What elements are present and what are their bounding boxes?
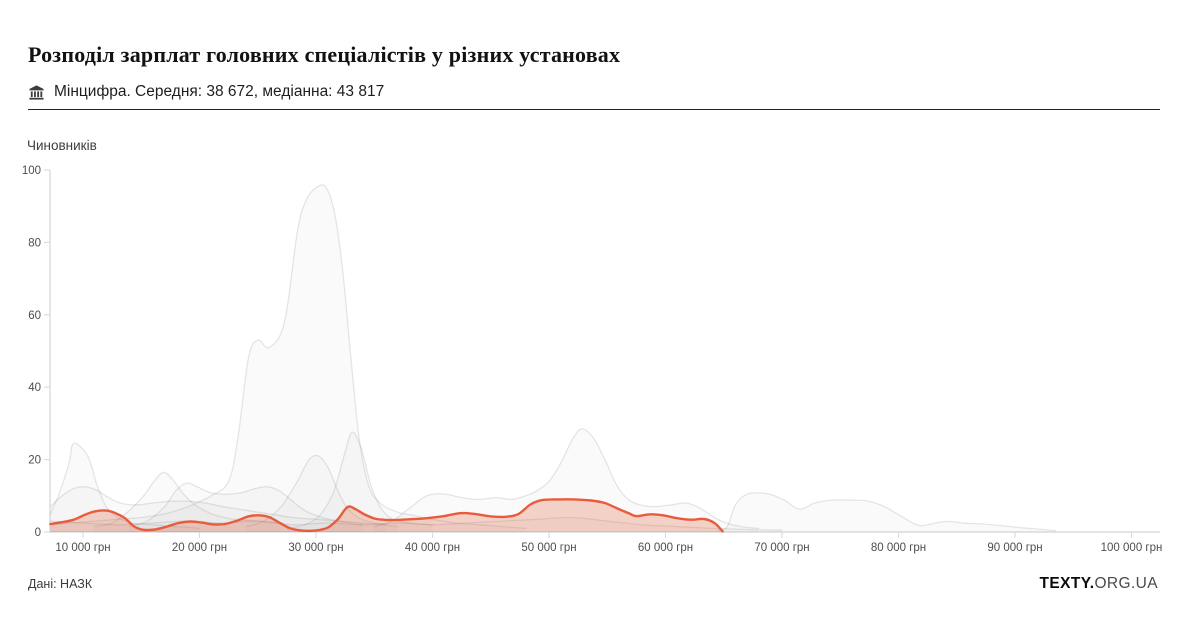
chart-subtitle: Мінцифра. Середня: 38 672, медіанна: 43 … <box>54 83 385 100</box>
x-tick-label: 10 000 грн <box>55 542 110 554</box>
y-tick-label: 60 <box>28 310 41 322</box>
x-tick-label: 80 000 грн <box>871 542 926 554</box>
y-tick-label: 0 <box>35 527 41 539</box>
background-series-gray-5-line <box>128 482 364 528</box>
background-series-gray-4-area <box>94 472 282 532</box>
data-source: Дані: НАЗК <box>28 577 93 591</box>
highlight-series-mincyfra-area <box>50 499 723 532</box>
brand-bold: TEXTY. <box>1039 575 1095 592</box>
background-series-gray-5-area <box>129 483 363 532</box>
y-axis-title: Чиновників <box>27 138 97 153</box>
background-series-gray-8-area <box>374 428 759 532</box>
x-tick-label: 50 000 грн <box>521 542 576 554</box>
chart-subtitle-row: Мінцифра. Середня: 38 672, медіанна: 43 … <box>28 83 384 101</box>
y-tick-label: 40 <box>28 382 41 394</box>
x-tick-label: 100 000 грн <box>1101 542 1163 554</box>
page-title: Розподіл зарплат головних спеціалістів у… <box>28 42 621 67</box>
header-divider <box>28 109 1160 110</box>
background-series-gray-9-area <box>717 492 1056 532</box>
background-series-gray-10-area <box>50 517 782 532</box>
background-series-gray-9-line <box>717 492 1057 532</box>
brand-logo: TEXTY.ORG.UA <box>1040 575 1159 593</box>
x-tick-label: 40 000 грн <box>405 542 460 554</box>
y-tick-label: 100 <box>22 165 41 177</box>
background-series-gray-6-area <box>246 455 398 532</box>
background-series-gray-6-line <box>245 454 399 528</box>
x-tick-label: 90 000 грн <box>987 542 1042 554</box>
background-series-gray-4-line <box>94 471 282 528</box>
bank-icon <box>28 84 45 101</box>
background-series-gray-10-line <box>49 516 783 531</box>
y-tick-label: 20 <box>28 455 41 467</box>
background-series-gray-3-line <box>49 486 387 526</box>
x-tick-label: 30 000 грн <box>288 542 343 554</box>
background-series-gray-3-area <box>50 486 386 532</box>
background-series-gray-2-area <box>50 443 200 532</box>
x-tick-label: 20 000 грн <box>172 542 227 554</box>
background-series-gray-8-line <box>373 428 760 530</box>
brand-rest: ORG.UA <box>1094 575 1158 592</box>
highlight-series-mincyfra-line <box>49 498 724 533</box>
background-series-gray-7-area <box>286 432 433 532</box>
background-series-gray-1-line <box>49 184 527 530</box>
background-series-gray-2-line <box>49 442 201 530</box>
x-tick-label: 70 000 грн <box>754 542 809 554</box>
y-tick-label: 80 <box>28 237 41 249</box>
x-tick-label: 60 000 грн <box>638 542 693 554</box>
background-series-gray-1-area <box>50 184 526 532</box>
